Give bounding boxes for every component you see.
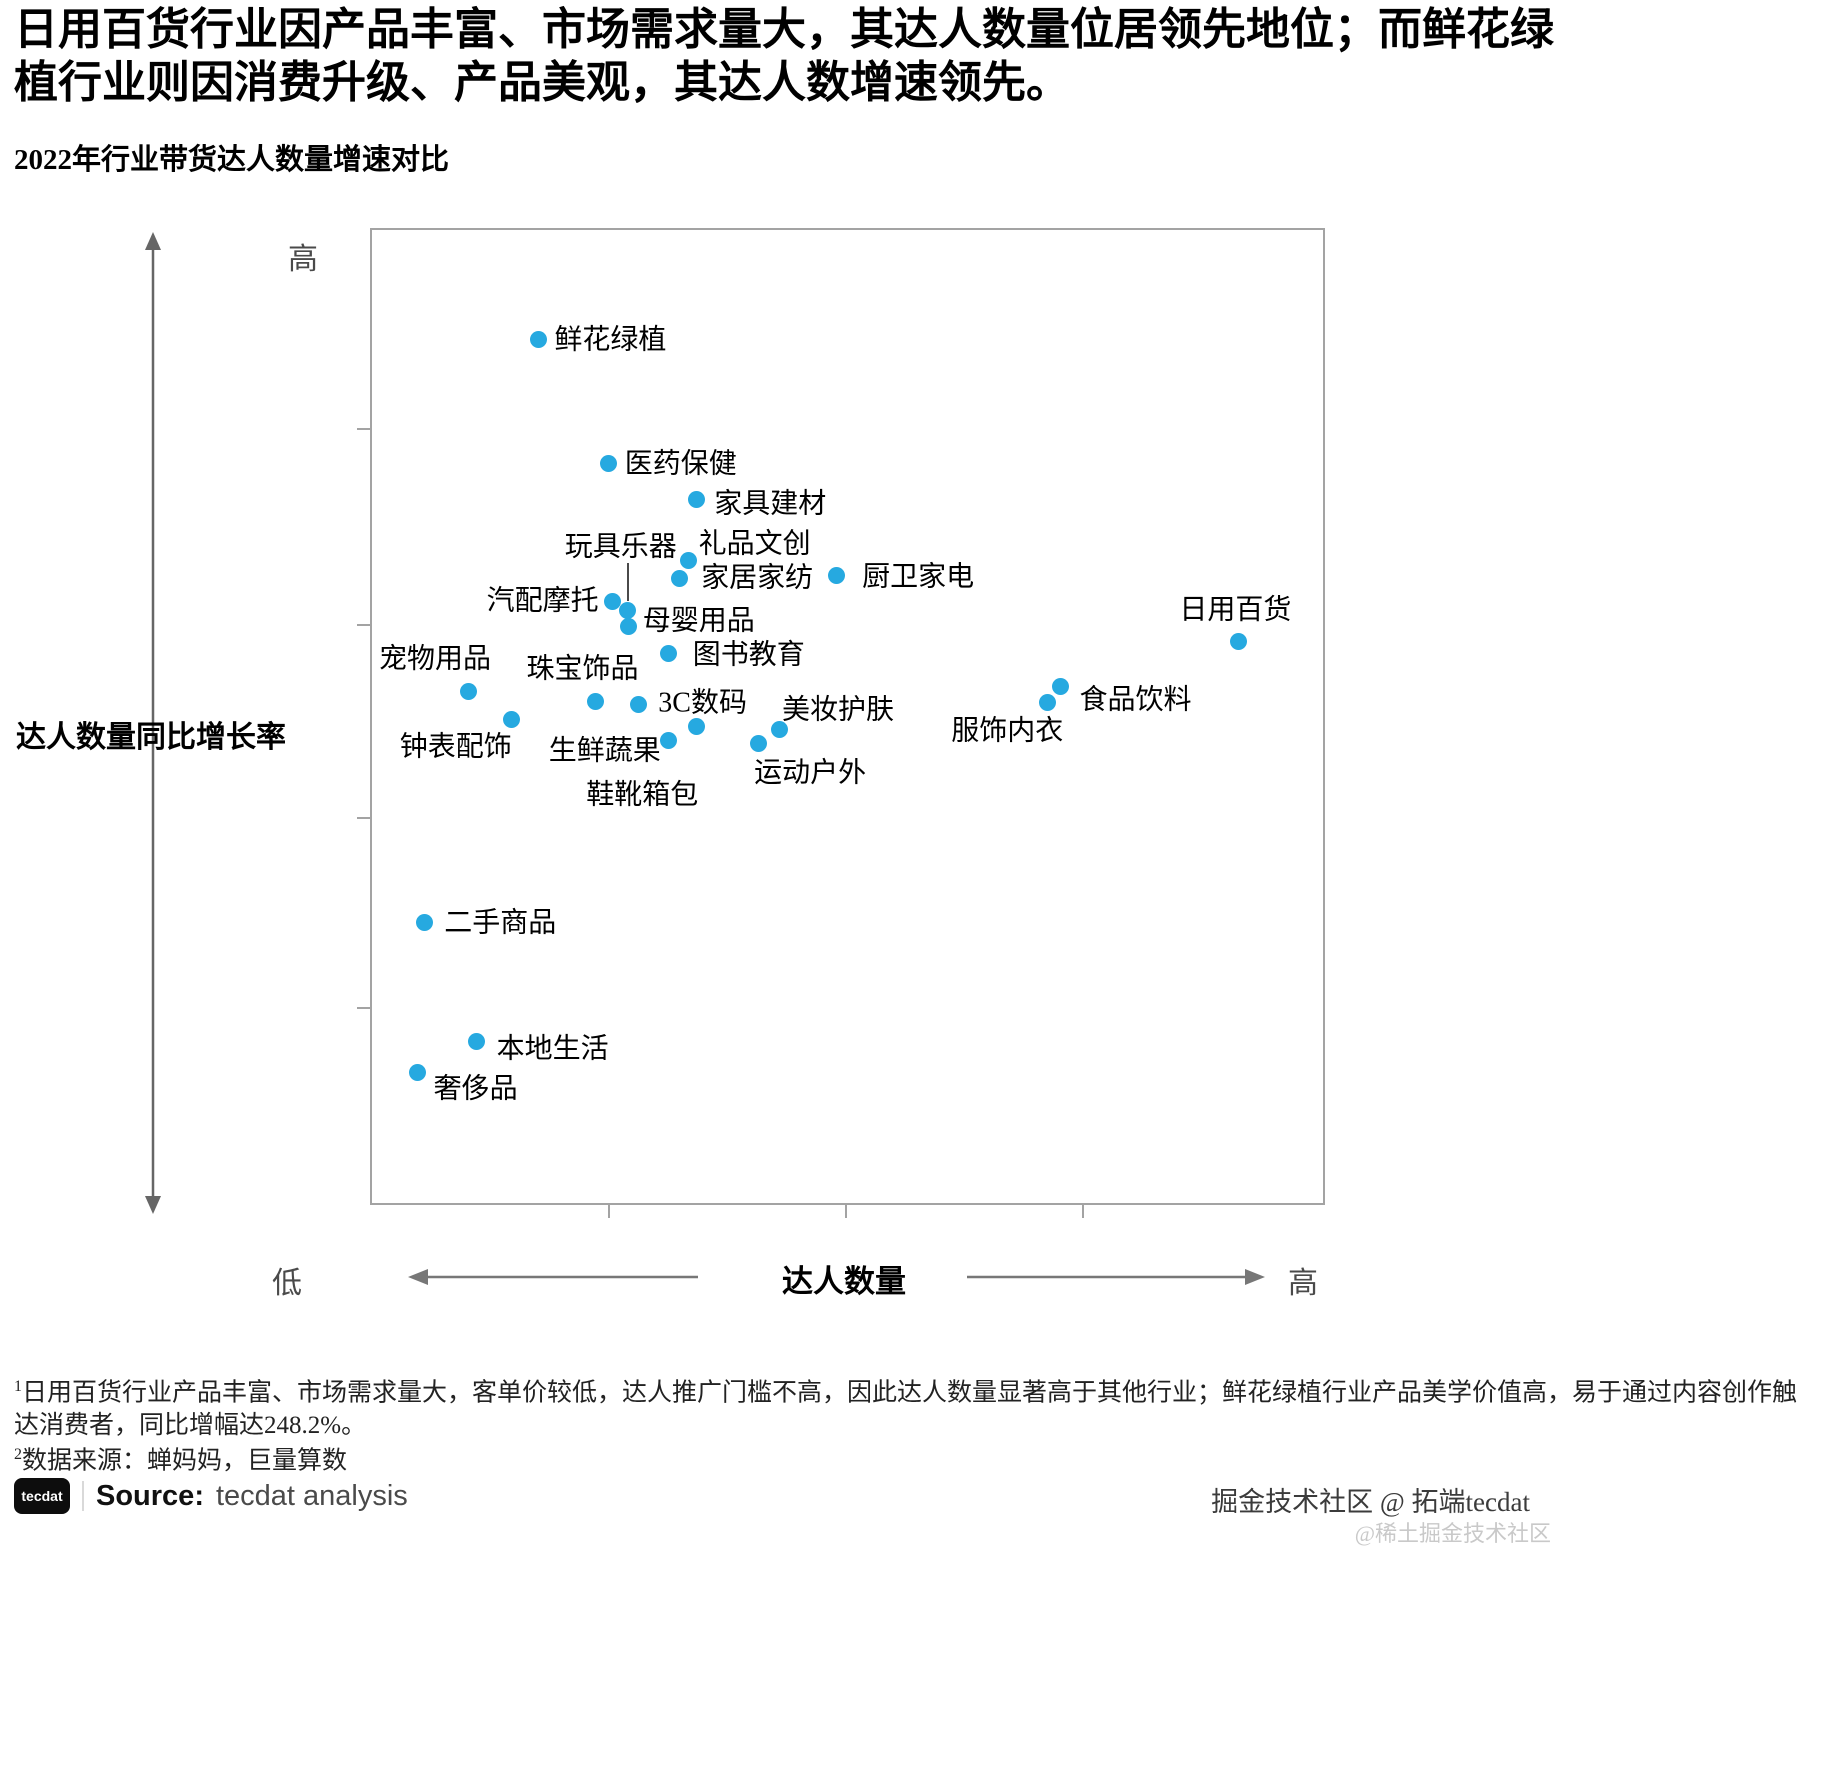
leader-line bbox=[626, 563, 629, 602]
footnote-1: 1日用百货行业产品丰富、市场需求量大，客单价较低，达人推广门槛不高，因此达人数量… bbox=[14, 1376, 1809, 1442]
x-axis-low-label: 低 bbox=[272, 1267, 302, 1300]
data-point-钟表配饰 bbox=[503, 710, 521, 728]
source-text: tecdat analysis bbox=[215, 1479, 408, 1512]
data-point-label: 生鲜蔬果 bbox=[548, 735, 661, 767]
y-axis-tick bbox=[357, 1007, 370, 1010]
data-point-label: 食品饮料 bbox=[1079, 684, 1192, 716]
data-point-医药保健 bbox=[600, 455, 618, 473]
data-point-label: 本地生活 bbox=[496, 1034, 609, 1066]
plot-area: 鲜花绿植医药保健家具建材礼品文创 家居家纺 厨卫家电 玩具乐器汽配摩托母婴用品 图书教育… bbox=[357, 228, 1325, 1218]
data-point-奢侈品 bbox=[409, 1064, 427, 1082]
y-axis-high-label: 高 bbox=[288, 243, 318, 276]
data-point-label: 钟表配饰 bbox=[399, 732, 512, 764]
data-point-美妆护肤 bbox=[771, 720, 789, 738]
y-axis-tick bbox=[357, 624, 370, 627]
arrow-right-icon bbox=[967, 1269, 1265, 1285]
footnote-2: 2数据来源：蝉妈妈，巨量算数 bbox=[14, 1444, 1809, 1477]
footnote-1-text: 日用百货行业产品丰富、市场需求量大，客单价较低，达人推广门槛不高，因此达人数量显… bbox=[14, 1379, 1798, 1440]
y-axis-arrow bbox=[140, 232, 166, 1219]
x-axis-arrow-right bbox=[965, 1266, 1265, 1293]
data-point-3C数码 bbox=[629, 696, 647, 714]
y-axis-tick bbox=[357, 816, 370, 819]
data-point-鞋靴箱包 bbox=[687, 717, 705, 735]
data-point-二手商品 bbox=[415, 914, 433, 932]
data-point-label: 汽配摩托 bbox=[486, 585, 599, 617]
data-point-label: 鞋靴箱包 bbox=[586, 779, 699, 811]
data-point-日用百货 bbox=[1229, 633, 1247, 651]
x-axis-arrow-left bbox=[408, 1266, 700, 1293]
data-point-label: 二手商品 bbox=[444, 907, 557, 939]
data-point-label: 图书教育 bbox=[692, 639, 805, 671]
data-point-label: 日用百货 bbox=[1179, 594, 1292, 626]
data-point-图书教育 bbox=[660, 644, 678, 662]
footnote-1-sup: 1 bbox=[14, 1378, 22, 1395]
data-point-label: 厨卫家电 bbox=[862, 562, 975, 594]
data-point-label: 家具建材 bbox=[714, 488, 827, 520]
data-point-label: 母婴用品 bbox=[642, 605, 755, 637]
data-point-汽配摩托 bbox=[604, 593, 622, 611]
data-point-label: 服饰内衣 bbox=[951, 715, 1064, 747]
data-point-母婴用品 bbox=[620, 617, 638, 635]
data-point-label: 3C数码 bbox=[658, 687, 747, 719]
tecdat-logo: tecdat bbox=[14, 1478, 70, 1514]
x-axis-tick bbox=[607, 1205, 610, 1218]
source-row: tecdat Source: tecdat analysis bbox=[14, 1478, 408, 1514]
data-point-label: 运动户外 bbox=[754, 757, 867, 789]
data-point-服饰内衣 bbox=[1038, 694, 1056, 712]
data-point-label: 礼品文创 bbox=[698, 528, 811, 560]
data-point-家居家纺 bbox=[670, 569, 688, 587]
headline: 日用百货行业因产品丰富、市场需求量大，其达人数量位居领先地位；而鲜花绿植行业则因… bbox=[14, 5, 1554, 107]
footnote-2-sup: 2 bbox=[14, 1446, 22, 1463]
footnote-2-text: 数据来源：蝉妈妈，巨量算数 bbox=[22, 1447, 348, 1475]
arrow-left-icon bbox=[408, 1269, 698, 1285]
double-arrow-vertical-icon bbox=[145, 232, 161, 1214]
data-point-label: 鲜花绿植 bbox=[554, 324, 667, 356]
data-point-label: 宠物用品 bbox=[379, 643, 492, 675]
y-axis-title: 达人数量同比增长率 bbox=[16, 721, 286, 754]
y-axis-tick bbox=[357, 428, 370, 431]
data-point-label: 玩具乐器 bbox=[564, 532, 677, 564]
data-point-鲜花绿植 bbox=[529, 331, 547, 349]
source-label: Source: bbox=[96, 1479, 204, 1512]
data-point-label: 珠宝饰品 bbox=[526, 653, 639, 685]
data-point-label: 家居家纺 bbox=[701, 562, 814, 594]
data-point-珠宝饰品 bbox=[586, 693, 604, 711]
data-point-玩具乐器 bbox=[619, 601, 637, 619]
x-axis-tick bbox=[1082, 1205, 1085, 1218]
chart-title: 2022年行业带货达人数量增速对比 bbox=[14, 144, 450, 176]
data-point-家具建材 bbox=[687, 491, 705, 509]
data-point-label: 医药保健 bbox=[624, 448, 737, 480]
data-point-厨卫家电 bbox=[827, 566, 845, 584]
data-point-宠物用品 bbox=[459, 682, 477, 700]
data-point-label: 奢侈品 bbox=[433, 1073, 518, 1105]
community-credit: 掘金技术社区 @ 拓端tecdat bbox=[1211, 1487, 1530, 1517]
data-point-label: 美妆护肤 bbox=[781, 694, 894, 726]
data-point-礼品文创 bbox=[680, 552, 698, 570]
x-axis-high-label: 高 bbox=[1288, 1267, 1318, 1300]
x-axis-title: 达人数量 bbox=[782, 1264, 906, 1299]
community-watermark: @稀土掘金技术社区 bbox=[1354, 1521, 1551, 1546]
x-axis-tick bbox=[844, 1205, 847, 1218]
data-point-本地生活 bbox=[468, 1032, 486, 1050]
data-point-运动户外 bbox=[749, 735, 767, 753]
data-point-食品饮料 bbox=[1052, 677, 1070, 695]
data-point-生鲜蔬果 bbox=[660, 732, 678, 750]
separator bbox=[82, 1481, 84, 1511]
